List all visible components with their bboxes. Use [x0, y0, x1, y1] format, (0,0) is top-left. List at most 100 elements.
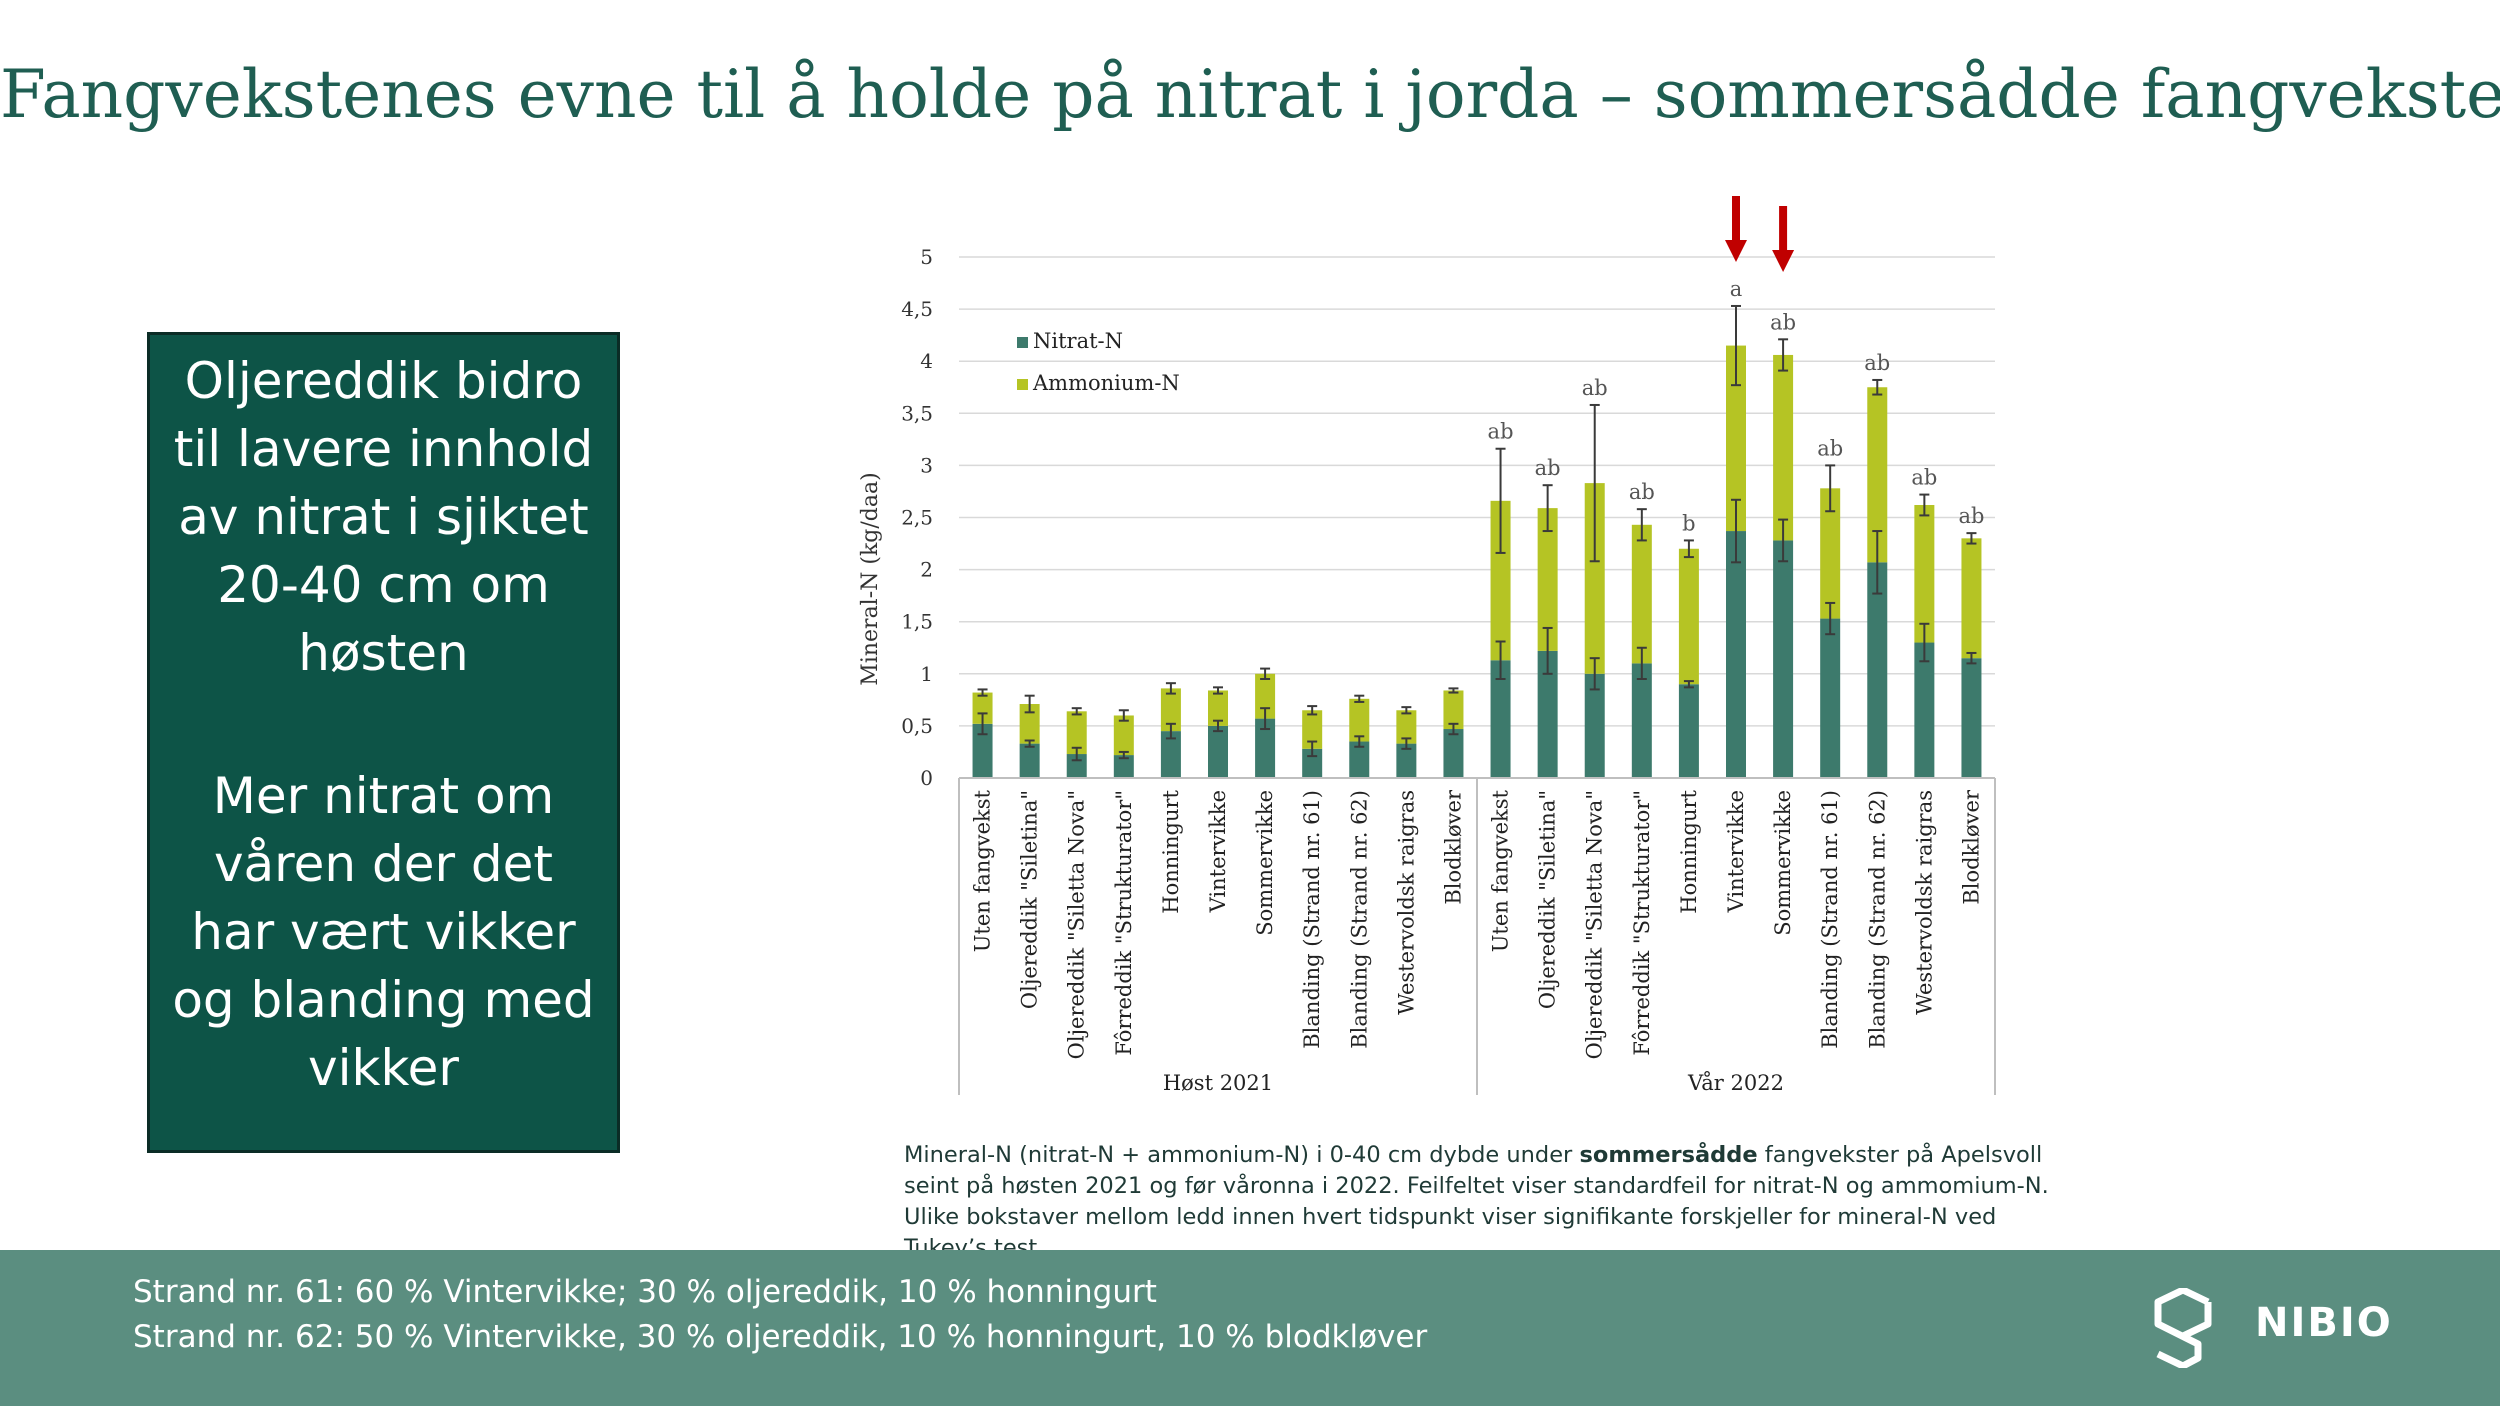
bar-ammonium [1443, 690, 1464, 730]
bars [972, 345, 1982, 778]
slide-title: Fangvekstenes evne til å holde på nitrat… [0, 56, 2500, 133]
callout-line: Mer nitrat om [212, 767, 555, 825]
callout-line: har vært vikker [191, 903, 576, 961]
significance-label: ab [1911, 466, 1937, 490]
callout-paragraph-1: Oljereddik bidro til lavere innhold av n… [150, 347, 617, 687]
legend-swatch-ammonium [1017, 379, 1028, 390]
caption-text: Mineral-N (nitrat-N + ammonium-N) i 0-40… [904, 1142, 1580, 1168]
x-tick-label: Vintervikke [1206, 790, 1230, 913]
legend-swatch-nitrat [1017, 337, 1028, 348]
significance-label: ab [1958, 504, 1984, 528]
bar-ammonium [1961, 538, 1982, 659]
error-bars [977, 304, 1977, 762]
y-tick-label: 3,5 [901, 401, 933, 425]
x-tick-label: Fôrreddik "Strukturator" [1112, 790, 1136, 1056]
significance-label: ab [1535, 456, 1561, 480]
y-tick-label: 1 [920, 662, 933, 686]
callout-line: høsten [298, 624, 469, 682]
bar-ammonium [1160, 688, 1181, 732]
caption-bold-text: sommersådde [1579, 1142, 1758, 1168]
callout-line: vikker [308, 1039, 459, 1097]
x-group-label: Vår 2022 [1687, 1071, 1784, 1095]
footer-notes: Strand nr. 61: 60 % Vintervikke; 30 % ol… [133, 1270, 1427, 1360]
significance-label: ab [1582, 376, 1608, 400]
callout-line: våren der det [213, 835, 554, 893]
mineral-n-bar-chart: Mineral-N (kg/daa) 0 0,5 1 1,5 2 2,5 3 3,5 4 4,5 5… [858, 196, 1996, 1095]
bar-nitrat [1443, 729, 1464, 778]
y-tick-label: 4,5 [901, 297, 933, 321]
callout-paragraph-2: Mer nitrat om våren der det har vært vik… [150, 762, 617, 1102]
x-tick-label: Sommervikke [1771, 790, 1795, 936]
bar-ammonium [1820, 488, 1841, 619]
bar-ammonium [1631, 524, 1652, 664]
nibio-logo-icon [2154, 1288, 2212, 1368]
x-tick-label: Blanding (Strand nr. 61) [1818, 790, 1842, 1049]
x-tick-label: Fôrreddik "Strukturator" [1630, 790, 1654, 1056]
bar-nitrat [972, 723, 993, 778]
gridlines [959, 256, 1995, 727]
callout-line: og blanding med [172, 971, 595, 1029]
bar-nitrat [1678, 684, 1699, 778]
highlight-arrows [1725, 196, 1795, 272]
bar-ammonium [1678, 548, 1699, 685]
legend-label-ammonium: Ammonium-N [1032, 371, 1180, 395]
bar-nitrat [1726, 531, 1746, 778]
callout-line: 20-40 cm om [217, 556, 550, 614]
y-tick-label: 0 [920, 766, 933, 790]
bar-nitrat [1490, 660, 1511, 778]
y-tick-label: 1,5 [901, 610, 933, 634]
x-tick-label: Uten fangvekst [1489, 789, 1513, 952]
x-axis: Høst 2021 Vår 2022 Uten fangvekst Oljereddi… [958, 777, 1996, 1095]
bar-nitrat [1914, 642, 1935, 778]
bar-nitrat [1631, 663, 1652, 778]
bar-nitrat [1584, 673, 1605, 778]
bar-nitrat [1820, 618, 1841, 778]
x-tick-label: Oljereddik "Siletta Nova" [1583, 790, 1607, 1059]
y-tick-label: 3 [920, 453, 933, 477]
bar-nitrat [1208, 725, 1228, 778]
bar-ammonium [1113, 715, 1134, 756]
bar-ammonium [1490, 500, 1511, 661]
bar-nitrat [1961, 658, 1982, 778]
x-tick-label: Blodkløver [1959, 789, 1983, 905]
bar-ammonium [1302, 710, 1323, 749]
significance-label: ab [1770, 310, 1796, 334]
significance-label: ab [1864, 351, 1890, 375]
y-tick-label: 4 [920, 349, 933, 373]
highlight-arrow [1772, 206, 1795, 272]
bar-nitrat [1019, 743, 1040, 778]
bar-ammonium [972, 692, 993, 724]
y-tick-label: 2,5 [901, 506, 933, 530]
bar-ammonium [1019, 704, 1040, 744]
bar-ammonium [1584, 483, 1605, 674]
x-tick-label: Westervoldsk raigras [1912, 790, 1936, 1015]
callout-line: Oljereddik bidro [184, 352, 583, 410]
x-tick-label: Honningurt [1159, 789, 1183, 913]
bar-nitrat [1396, 743, 1417, 778]
x-tick-label: Oljereddik "Siletina" [1018, 790, 1042, 1009]
x-tick-label: Westervoldsk raigras [1394, 790, 1418, 1015]
x-tick-label: Honningurt [1677, 789, 1701, 913]
x-tick-label: Blanding (Strand nr. 62) [1865, 790, 1889, 1049]
footer-note-61: Strand nr. 61: 60 % Vintervikke; 30 % ol… [133, 1274, 1157, 1310]
highlight-arrow [1725, 196, 1747, 262]
y-tick-label: 5 [920, 245, 933, 269]
bar-ammonium [1396, 710, 1417, 744]
x-tick-label: Blodkløver [1441, 789, 1465, 905]
x-tick-label: Oljereddik "Siletina" [1536, 790, 1560, 1009]
callout-line: av nitrat i sjiktet [178, 488, 589, 546]
bar-nitrat [1113, 755, 1134, 778]
significance-label: b [1682, 511, 1695, 535]
x-tick-label: Uten fangvekst [971, 789, 995, 952]
bar-nitrat [1867, 562, 1888, 778]
bar-ammonium [1537, 508, 1558, 651]
x-tick-label: Oljereddik "Siletta Nova" [1065, 790, 1089, 1059]
callout-line: til lavere innhold [173, 420, 594, 478]
bar-ammonium [1914, 504, 1935, 643]
bar-ammonium [1867, 387, 1888, 563]
significance-label: ab [1488, 420, 1514, 444]
significance-label: ab [1817, 436, 1843, 460]
legend: Nitrat-N Ammonium-N [1017, 329, 1180, 395]
y-axis-ticks: 0 0,5 1 1,5 2 2,5 3 3,5 4 4,5 5 [901, 245, 933, 790]
footer-bar: Strand nr. 61: 60 % Vintervikke; 30 % ol… [0, 1250, 2500, 1406]
